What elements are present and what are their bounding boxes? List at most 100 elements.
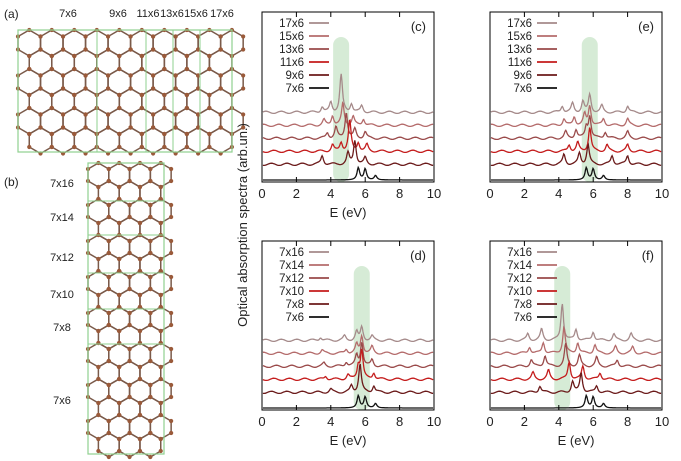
carbon-atom: [139, 105, 144, 111]
series-line-11x6: [262, 119, 434, 154]
carbon-atom: [148, 178, 153, 184]
panel-tag: (e): [638, 19, 654, 34]
legend-label-9x6: 9x6: [285, 70, 304, 82]
carbon-atom: [173, 112, 178, 117]
carbon-atom: [117, 292, 122, 298]
y-axis-label: Optical absorption spectra (arb.un.): [235, 123, 250, 327]
carbon-atom: [196, 112, 201, 117]
ribbon-structure-a: [15, 27, 246, 156]
carbon-atom: [127, 178, 132, 184]
carbon-atom: [169, 274, 174, 280]
carbon-atom: [127, 394, 132, 400]
carbon-atom: [106, 238, 111, 244]
x-tick-label: 8: [396, 186, 403, 201]
carbon-atom: [137, 268, 143, 274]
carbon-atom: [169, 430, 174, 436]
legend-label-11x6: 11x6: [508, 57, 532, 69]
carbon-atom: [127, 166, 132, 172]
ribbon-label-b-0: 7x16: [50, 178, 74, 190]
hexagon-ring: [186, 126, 211, 155]
highlight-band: [581, 37, 598, 182]
carbon-atom: [184, 92, 189, 98]
carbon-atom: [27, 144, 32, 150]
legend-label-7x16: 7x16: [279, 247, 304, 259]
carbon-atom: [150, 112, 156, 117]
carbon-atom: [184, 144, 189, 150]
plot-frame: [261, 11, 435, 183]
carbon-atom: [150, 47, 156, 52]
carbon-atom: [184, 105, 189, 111]
carbon-atom: [117, 144, 122, 150]
legend-label-7x6: 7x6: [285, 83, 304, 95]
legend-label-17x6: 17x6: [279, 18, 304, 30]
carbon-atom: [49, 66, 54, 72]
carbon-atom: [169, 418, 174, 424]
carbon-atom: [158, 304, 163, 310]
carbon-atom: [72, 92, 77, 98]
carbon-atom: [96, 376, 101, 382]
carbon-atom: [158, 364, 163, 370]
carbon-atom: [162, 105, 167, 111]
carbon-atom: [38, 73, 43, 78]
carbon-atom: [139, 53, 144, 59]
carbon-atom: [106, 310, 111, 316]
ribbon-box-a: [17, 29, 233, 153]
carbon-atom: [127, 418, 132, 424]
x-tick-label: 6: [590, 414, 597, 429]
carbon-atom: [72, 131, 77, 137]
carbon-atom: [127, 238, 132, 244]
carbon-atom: [105, 73, 111, 78]
carbon-atom: [128, 34, 133, 39]
x-tick-label: 4: [555, 414, 562, 429]
series-line-7x6: [490, 165, 662, 181]
carbon-atom: [158, 328, 163, 334]
carbon-atom: [158, 412, 163, 418]
hexagon-ring: [141, 126, 166, 155]
panel-tag: (c): [411, 19, 426, 34]
carbon-atom: [106, 346, 111, 352]
carbon-atom: [96, 256, 101, 262]
carbon-atom: [162, 92, 167, 98]
carbon-atom: [127, 382, 132, 388]
carbon-atom: [96, 448, 101, 454]
carbon-atom: [148, 214, 153, 220]
carbon-atom: [218, 34, 223, 39]
carbon-atom: [106, 418, 111, 424]
carbon-atom: [139, 131, 144, 137]
x-tick-label: 2: [293, 186, 300, 201]
hexagon-ring: [73, 126, 98, 155]
carbon-atom: [127, 454, 132, 460]
carbon-atom: [38, 112, 43, 117]
series-line-7x16: [262, 324, 434, 343]
hexagon-ring: [51, 126, 76, 155]
carbon-atom: [96, 412, 101, 418]
carbon-atom: [218, 73, 223, 78]
carbon-atom: [60, 73, 66, 78]
carbon-atom: [96, 436, 101, 442]
carbon-atom: [127, 346, 132, 352]
carbon-atom: [117, 400, 122, 406]
x-tick-label: 8: [624, 186, 631, 201]
carbon-atom: [27, 66, 32, 72]
plot-frame: [489, 11, 663, 183]
carbon-atom: [196, 86, 201, 91]
carbon-atom: [27, 92, 32, 98]
carbon-atom: [137, 376, 143, 382]
carbon-atom: [158, 268, 163, 274]
ribbon-labels-b: 7x16 7x14 7x12 7x10 7x8 7x6: [50, 178, 74, 407]
carbon-atom: [38, 47, 43, 52]
series-line-7x16: [490, 303, 662, 343]
series-line-7x6: [262, 393, 434, 409]
carbon-atom: [184, 53, 189, 59]
series-line-15x6: [490, 105, 662, 128]
x-tick-label: 6: [362, 186, 369, 201]
carbon-atom: [137, 328, 143, 334]
hexagon-ring: [28, 126, 53, 155]
carbon-atom: [148, 310, 153, 316]
carbon-atom: [127, 214, 132, 220]
carbon-atom: [72, 53, 77, 59]
carbon-atom: [83, 34, 88, 39]
carbon-atom: [218, 47, 223, 52]
